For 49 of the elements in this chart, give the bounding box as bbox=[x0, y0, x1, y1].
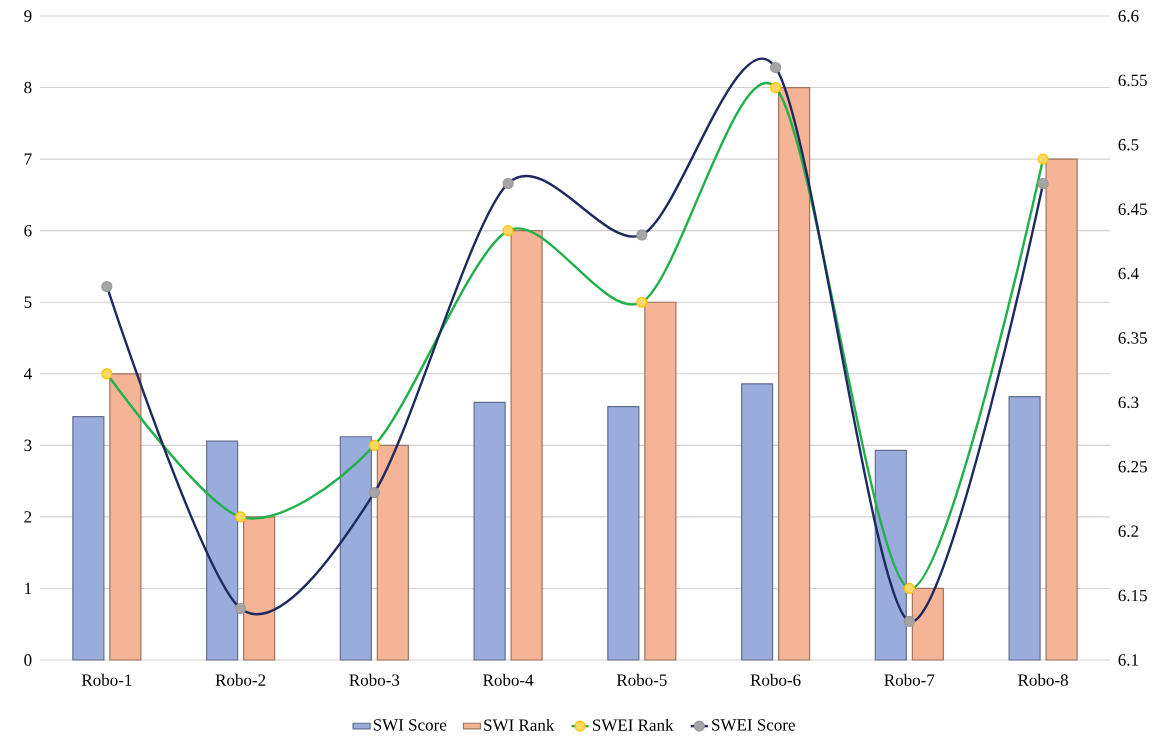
bar bbox=[911, 587, 944, 661]
bar bbox=[339, 436, 372, 661]
bar bbox=[644, 301, 677, 661]
x-tick-label: Robo-3 bbox=[349, 673, 400, 686]
bar bbox=[243, 516, 276, 661]
bar bbox=[777, 86, 811, 661]
y-tick-label: 0 bbox=[24, 654, 32, 666]
y2-tick-label: 6.4 bbox=[1118, 267, 1139, 280]
x-tick-label: Robo-5 bbox=[616, 673, 667, 686]
bar bbox=[607, 406, 640, 661]
y-tick-label: 6 bbox=[24, 224, 32, 237]
y-tick-label: 1 bbox=[25, 582, 32, 595]
bar bbox=[1008, 396, 1041, 661]
bar bbox=[376, 444, 409, 661]
x-tick-label: Robo-2 bbox=[215, 673, 266, 686]
y2-tick-label: 6.25 bbox=[1118, 461, 1147, 473]
y2-tick-label: 6.35 bbox=[1118, 332, 1147, 344]
x-tick-label: Robo-1 bbox=[81, 673, 132, 686]
y-tick-label: 4 bbox=[23, 368, 32, 380]
y2-tick-label: 6.6 bbox=[1118, 10, 1139, 22]
y2-tick-label: 6.2 bbox=[1118, 525, 1139, 537]
y2-tick-label: 6.15 bbox=[1118, 589, 1147, 602]
y-tick-label: 8 bbox=[24, 81, 32, 94]
bar bbox=[1045, 158, 1078, 661]
bar bbox=[874, 449, 907, 661]
y-tick-label: 3 bbox=[24, 439, 32, 452]
bar bbox=[740, 383, 774, 661]
y-tick-label: 7 bbox=[24, 153, 32, 165]
legend-label: SWEI Rank bbox=[593, 718, 674, 731]
bar bbox=[510, 230, 543, 661]
y2-tick-label: 6.1 bbox=[1118, 654, 1139, 666]
bar bbox=[109, 373, 142, 661]
legend-label: SWEI Score bbox=[712, 719, 795, 731]
bar bbox=[473, 401, 506, 661]
x-tick-label: Robo-4 bbox=[483, 673, 534, 686]
x-tick-label: Robo-8 bbox=[1018, 673, 1068, 686]
x-tick-label: Robo-7 bbox=[884, 673, 935, 686]
y2-tick-label: 6.55 bbox=[1118, 74, 1147, 87]
bar bbox=[206, 440, 239, 661]
y-tick-label: 9 bbox=[24, 10, 32, 22]
y2-tick-label: 6.45 bbox=[1118, 203, 1147, 215]
legend-label: SWI Score bbox=[373, 719, 447, 731]
legend-label: SWI Rank bbox=[484, 718, 555, 731]
y2-tick-label: 6.3 bbox=[1118, 396, 1139, 409]
y-tick-label: 2 bbox=[24, 511, 32, 523]
y2-tick-label: 6.5 bbox=[1118, 139, 1139, 151]
y-tick-label: 5 bbox=[24, 296, 32, 308]
x-tick-label: Robo-6 bbox=[750, 673, 801, 686]
bar bbox=[72, 416, 105, 661]
